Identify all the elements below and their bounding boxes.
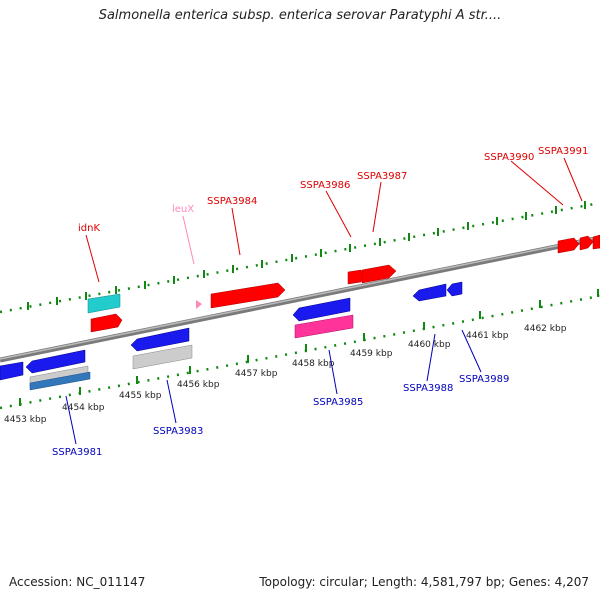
lower-tick-track xyxy=(0,294,600,410)
tick-label: 4458 kbp xyxy=(292,359,335,369)
gene-label-SSPA3986: SSPA3986 xyxy=(300,180,350,191)
leader-line-leuX xyxy=(182,215,195,265)
gene-label-SSPA3985: SSPA3985 xyxy=(313,397,363,408)
gene-blue[interactable] xyxy=(446,281,463,297)
gene-blue[interactable] xyxy=(292,297,351,322)
tick-label: 4460 kbp xyxy=(408,340,451,350)
forward-leader-lines xyxy=(85,157,583,283)
gene-red[interactable] xyxy=(210,282,286,309)
tick-label: 4457 kbp xyxy=(235,369,278,379)
gene-red[interactable] xyxy=(592,234,600,250)
gene-magenta[interactable] xyxy=(294,314,354,339)
gene-blue[interactable] xyxy=(25,349,86,374)
gene-gray[interactable] xyxy=(132,344,193,370)
upper-major-ticks xyxy=(27,201,586,310)
gene-label-idnK: idnK xyxy=(78,223,100,234)
gene-label-SSPA3981: SSPA3981 xyxy=(52,447,102,458)
reverse-genes xyxy=(0,281,463,391)
gene-label-SSPA3988: SSPA3988 xyxy=(403,383,453,394)
tick-label: 4453 kbp xyxy=(4,415,47,425)
gene-red[interactable] xyxy=(557,237,580,254)
tick-label: 4455 kbp xyxy=(119,391,162,401)
gene-red[interactable] xyxy=(579,235,594,251)
gene-label-SSPA3984: SSPA3984 xyxy=(207,196,257,207)
gene-label-SSPA3990: SSPA3990 xyxy=(484,152,534,163)
tick-label: 4461 kbp xyxy=(466,331,509,341)
gene-cyan[interactable] xyxy=(87,293,121,314)
gene-label-SSPA3989: SSPA3989 xyxy=(459,374,509,385)
genome-backbone xyxy=(0,235,600,363)
accession-text: Accession: NC_011147 xyxy=(9,575,146,589)
gene-blue[interactable] xyxy=(412,283,447,302)
gene-red[interactable] xyxy=(361,264,397,284)
tick-label: 4459 kbp xyxy=(350,349,393,359)
reverse-leader-lines xyxy=(65,329,482,445)
tick-label: 4454 kbp xyxy=(62,403,105,413)
genome-title: Salmonella enterica subsp. enterica sero… xyxy=(98,8,502,23)
gene-blue[interactable] xyxy=(130,327,190,352)
gene-red[interactable] xyxy=(347,269,365,285)
tick-label: 4462 kbp xyxy=(524,324,567,334)
gene-steel[interactable] xyxy=(29,371,91,391)
gene-pink[interactable] xyxy=(196,300,202,309)
gene-label-SSPA3983: SSPA3983 xyxy=(153,426,203,437)
upper-tick-track xyxy=(0,201,600,314)
gene-label-SSPA3987: SSPA3987 xyxy=(357,171,407,182)
gene-label-SSPA3991: SSPA3991 xyxy=(538,146,588,157)
gene-label-leuX: leuX xyxy=(172,204,194,215)
genome-summary-text: Topology: circular; Length: 4,581,797 bp… xyxy=(259,575,589,589)
tick-label: 4456 kbp xyxy=(177,380,220,390)
forward-genes xyxy=(87,234,600,333)
gene-red[interactable] xyxy=(90,313,123,333)
lower-major-ticks xyxy=(19,289,599,406)
gene-blue[interactable] xyxy=(0,361,24,381)
